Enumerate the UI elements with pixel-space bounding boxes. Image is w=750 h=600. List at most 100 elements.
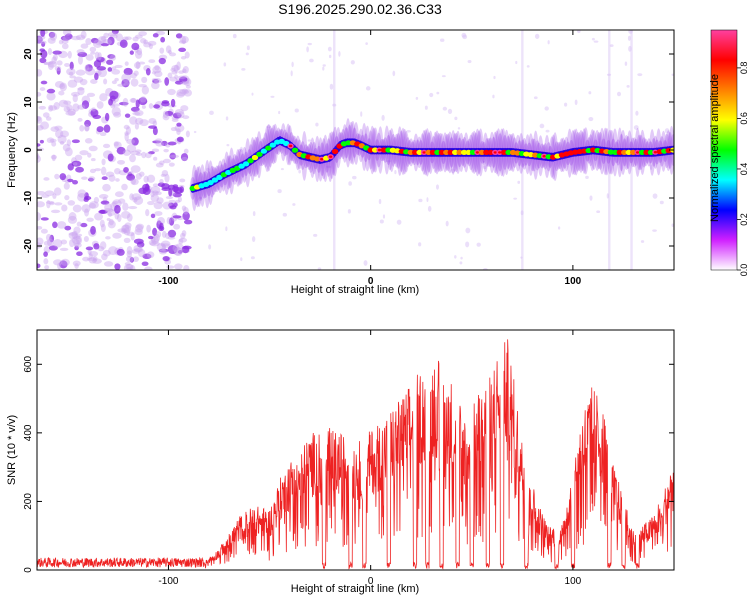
track-peak <box>478 149 486 155</box>
noise-blob <box>158 249 167 255</box>
noise-blob <box>60 239 68 245</box>
noise-blob <box>164 110 174 116</box>
track-peak-center <box>636 151 640 154</box>
noise-blob <box>75 166 84 173</box>
noise-speck <box>482 160 486 165</box>
noise-speck <box>327 46 332 52</box>
noise-blob <box>72 103 80 112</box>
noise-blob <box>53 259 63 266</box>
noise-blob <box>153 104 161 109</box>
noise-blob <box>75 233 83 237</box>
noise-blob <box>113 141 119 147</box>
noise-blob <box>163 148 169 153</box>
noise-blob <box>155 162 164 168</box>
noise-blob <box>117 83 126 87</box>
noise-blob <box>46 137 55 144</box>
noise-speck <box>652 229 657 232</box>
noise-blob <box>68 212 77 221</box>
snr-series-line <box>37 339 674 570</box>
noise-blob <box>181 205 187 211</box>
noise-blob <box>185 84 191 89</box>
noise-blob <box>61 40 69 44</box>
snr-ylabel: SNR (10 * v/v) <box>6 415 18 485</box>
noise-blob <box>185 130 190 138</box>
noise-speck <box>441 75 446 78</box>
noise-blob <box>122 224 130 234</box>
noise-blob <box>37 125 44 131</box>
noise-speck <box>591 37 595 41</box>
noise-blob <box>50 209 61 214</box>
noise-speck <box>609 44 614 47</box>
noise-blob <box>170 67 176 72</box>
noise-blob <box>86 217 94 222</box>
noise-blob <box>167 229 177 238</box>
noise-blob <box>59 140 65 145</box>
noise-blob <box>77 55 83 65</box>
noise-speck <box>585 175 589 179</box>
noise-blob <box>90 79 98 84</box>
noise-blob <box>80 222 88 228</box>
noise-blob <box>91 37 99 44</box>
noise-blob <box>48 245 58 251</box>
noise-blob <box>52 50 62 55</box>
noise-blob <box>146 251 155 259</box>
noise-speck <box>447 108 453 115</box>
noise-speck <box>313 233 318 237</box>
noise-blob <box>37 35 43 44</box>
noise-speck <box>246 45 250 51</box>
noise-blob <box>172 244 180 253</box>
noise-blob <box>106 217 111 222</box>
noise-blob <box>44 265 50 270</box>
noise-blob <box>130 72 137 79</box>
noise-blob <box>162 110 169 119</box>
track-peak <box>612 149 619 155</box>
noise-blob <box>37 201 45 208</box>
noise-blob <box>80 30 87 39</box>
noise-blob <box>41 194 50 198</box>
noise-blob <box>49 138 57 143</box>
noise-blob <box>181 230 187 237</box>
noise-blob <box>50 126 60 132</box>
noise-blob <box>167 236 176 240</box>
noise-blob <box>124 113 131 118</box>
noise-blob <box>88 202 97 209</box>
noise-blob <box>158 57 166 65</box>
noise-blob <box>176 122 182 127</box>
noise-blob <box>67 79 78 88</box>
spectrogram-ytick-label: 20 <box>23 48 34 60</box>
noise-blob <box>124 222 132 229</box>
noise-blob <box>107 67 113 72</box>
noise-blob <box>73 239 80 247</box>
noise-blob <box>126 250 133 258</box>
noise-blob <box>138 61 146 65</box>
noise-blob <box>139 119 149 127</box>
noise-blob <box>171 65 180 72</box>
noise-blob <box>141 105 146 109</box>
noise-blob <box>101 158 106 166</box>
noise-speck <box>347 209 351 214</box>
track-peak <box>416 149 423 155</box>
track-peak <box>265 145 272 151</box>
noise-speck <box>454 255 457 259</box>
noise-blob <box>182 66 189 74</box>
noise-blob <box>175 33 183 39</box>
noise-speck <box>557 226 561 230</box>
noise-blob <box>48 31 56 38</box>
noise-blob <box>148 151 155 155</box>
noise-blob <box>162 158 171 164</box>
noise-speck <box>574 99 578 106</box>
track-peak <box>291 147 299 153</box>
noise-blob <box>173 64 179 74</box>
noise-blob <box>108 174 116 182</box>
noise-blob <box>113 111 122 118</box>
noise-blob <box>180 56 187 60</box>
track-peak-center <box>320 158 324 161</box>
colorbar-tick-label: 0.0 <box>739 264 749 277</box>
noise-speck <box>245 52 249 56</box>
noise-blob <box>139 171 145 177</box>
noise-blob <box>177 196 182 203</box>
noise-speck <box>436 91 440 95</box>
noise-blob <box>153 156 158 161</box>
noise-blob <box>67 108 76 116</box>
